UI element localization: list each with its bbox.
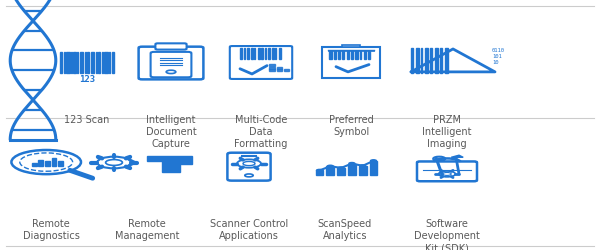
Bar <box>77 52 79 73</box>
Bar <box>109 52 110 73</box>
Polygon shape <box>147 156 192 164</box>
Bar <box>247 48 250 59</box>
Bar <box>284 69 289 71</box>
Bar <box>95 52 97 73</box>
Text: Scanner Control
Applications: Scanner Control Applications <box>210 219 288 241</box>
Circle shape <box>359 165 365 167</box>
Bar <box>416 48 419 73</box>
Bar <box>351 51 353 59</box>
Text: Software
Development
Kit (SDK): Software Development Kit (SDK) <box>414 219 480 250</box>
Bar <box>52 158 56 166</box>
Bar <box>359 166 367 175</box>
Bar <box>364 51 367 59</box>
Bar <box>277 69 282 71</box>
FancyBboxPatch shape <box>155 43 187 50</box>
Bar <box>254 48 255 59</box>
Circle shape <box>349 162 355 164</box>
Bar <box>326 166 334 175</box>
Bar <box>268 48 271 59</box>
Bar <box>435 48 438 73</box>
Bar <box>60 52 62 73</box>
Bar <box>343 51 344 59</box>
Text: Intelligent
Document
Capture: Intelligent Document Capture <box>146 114 196 150</box>
Bar <box>71 52 72 73</box>
Bar <box>80 52 83 73</box>
Bar <box>430 48 432 73</box>
Bar <box>370 161 377 175</box>
Bar <box>91 52 94 73</box>
Bar <box>445 48 448 73</box>
Text: ScanSpeed
Analytics: ScanSpeed Analytics <box>318 219 372 241</box>
Bar <box>240 48 242 59</box>
Bar <box>64 52 65 73</box>
Bar <box>277 67 282 68</box>
Bar <box>322 47 380 78</box>
Bar <box>244 48 245 59</box>
Text: Preferred
Symbol: Preferred Symbol <box>329 114 373 137</box>
Bar <box>112 52 114 73</box>
Bar <box>338 51 340 59</box>
Bar <box>45 161 50 166</box>
Bar <box>58 161 63 166</box>
Bar <box>66 52 70 73</box>
Text: PRZM
Intelligent
Imaging: PRZM Intelligent Imaging <box>422 114 472 150</box>
Bar <box>348 164 356 175</box>
Bar <box>411 48 413 73</box>
Bar <box>316 170 323 175</box>
Bar <box>102 52 103 73</box>
Bar <box>278 48 281 59</box>
Circle shape <box>328 165 334 167</box>
Bar <box>425 48 428 73</box>
Bar <box>269 67 275 68</box>
Text: Multi-Code
Data
Formatting: Multi-Code Data Formatting <box>235 114 287 150</box>
Bar <box>334 51 335 59</box>
Bar <box>257 48 260 59</box>
Bar <box>265 48 266 59</box>
Bar <box>359 51 361 59</box>
Bar <box>271 48 274 59</box>
Bar <box>440 48 442 73</box>
Polygon shape <box>162 162 180 172</box>
Circle shape <box>317 170 323 172</box>
Text: Remote
Management: Remote Management <box>115 219 179 241</box>
Circle shape <box>370 160 376 162</box>
Bar <box>73 52 76 73</box>
Polygon shape <box>451 155 463 157</box>
Text: 123 Scan: 123 Scan <box>64 114 110 124</box>
Bar <box>98 52 100 73</box>
Bar <box>269 64 275 66</box>
Bar <box>337 168 345 175</box>
Bar <box>275 48 276 59</box>
Bar <box>261 48 263 59</box>
Bar <box>329 51 332 59</box>
Bar <box>368 51 370 59</box>
Text: 123: 123 <box>79 75 95 84</box>
Bar <box>87 52 89 73</box>
Bar <box>251 48 253 59</box>
Circle shape <box>338 167 344 169</box>
Bar <box>355 51 358 59</box>
Text: Remote
Diagnostics: Remote Diagnostics <box>23 219 79 241</box>
Bar <box>347 51 349 59</box>
Bar <box>32 162 37 166</box>
Bar <box>85 52 86 73</box>
Bar <box>38 160 43 166</box>
Text: 0110
101
10: 0110 101 10 <box>492 48 505 65</box>
Bar <box>269 69 275 71</box>
Bar <box>342 46 360 48</box>
Bar <box>104 52 108 73</box>
Bar <box>421 48 422 73</box>
